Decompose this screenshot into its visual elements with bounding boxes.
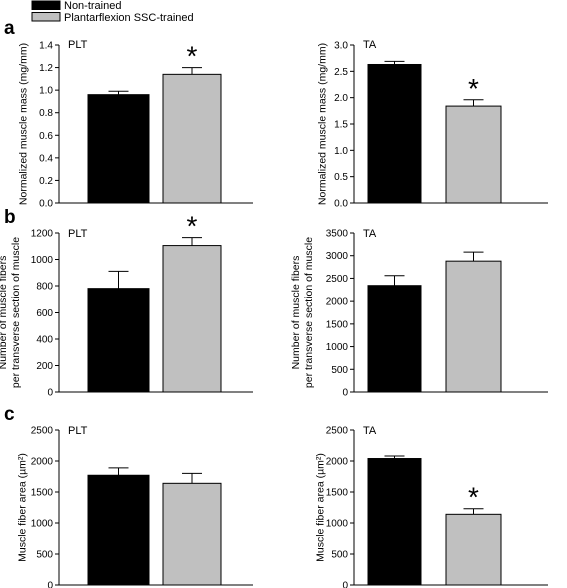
y-tick-label: 0 [342, 581, 348, 588]
chart-panel: 0.0 0.2 0.4 0.6 0.8 1.0 1.2 1.4 * PLT aNormalized … [4, 18, 253, 210]
panel-row-label: c [4, 404, 15, 425]
chart-panel: 0 500 1000 1500 2000 2500 PLT c Muscle fiber are… [4, 404, 253, 588]
y-axis-label: Number of muscle fibersper transverse se… [290, 237, 315, 388]
y-tick-label: 1500 [326, 488, 349, 499]
y-tick-label: 500 [36, 550, 53, 561]
bar-non-trained [87, 94, 150, 204]
y-tick-label: 200 [36, 361, 53, 372]
panel-row-label: a [4, 18, 15, 39]
y-tick-label: 1.4 [39, 41, 53, 52]
bar-trained [162, 73, 222, 204]
bar-non-trained [367, 285, 422, 393]
legend-label-trained: Plantarflexion SSC-trained [64, 12, 194, 24]
bar-trained [445, 513, 502, 586]
significance-asterisk: * [468, 482, 479, 513]
y-tick-label: 0.0 [334, 199, 348, 210]
y-tick-label: 1000 [326, 519, 349, 530]
y-axis-label: Number of muscle fibersper transverse se… [0, 237, 22, 388]
y-tick-label: 0 [342, 388, 348, 399]
panel-title: PLT [68, 425, 88, 437]
bar-non-trained [367, 63, 422, 204]
bar-non-trained [87, 288, 150, 393]
chart-panel: 0.0 0.5 1.0 1.5 2.0 2.5 3.0 * TA Normalized muscl… [317, 39, 548, 210]
y-tick-label: 2500 [326, 426, 349, 437]
panel-title: TA [363, 39, 377, 51]
y-axis-label: Muscle fiber area (µm²) [315, 453, 327, 562]
panels: 0.00.20.40.60.81.01.21.4 *PLTaNormalized … [0, 18, 548, 588]
bar-trained [162, 482, 222, 586]
y-tick-label: 0 [47, 388, 53, 399]
y-tick-label: 2.0 [334, 93, 348, 104]
legend-label-non-trained: Non-trained [64, 0, 121, 12]
y-tick-label: 2500 [31, 426, 54, 437]
y-tick-label: 500 [331, 365, 348, 376]
y-tick-label: 3.0 [334, 41, 348, 52]
y-tick-label: 500 [331, 550, 348, 561]
y-tick-label: 1500 [31, 488, 54, 499]
y-axis-label: Muscle fiber area (µm²) [17, 453, 29, 562]
y-tick-label: 2.5 [334, 67, 348, 78]
y-tick-label: 2000 [326, 297, 349, 308]
panel-title: PLT [68, 228, 88, 240]
y-tick-label: 1.0 [39, 86, 53, 97]
y-tick-label: 0.0 [39, 199, 53, 210]
y-tick-label: 2500 [326, 274, 349, 285]
y-tick-label: 0.6 [39, 131, 53, 142]
y-tick-label: 3500 [326, 229, 349, 240]
y-tick-label: 0.2 [39, 176, 53, 187]
y-tick-label: 0.5 [334, 172, 348, 183]
y-tick-label: 600 [36, 308, 53, 319]
y-tick-label: 0.4 [39, 153, 53, 164]
y-axis-label: Normalized muscle mass (mg/mm) [18, 43, 30, 205]
panel-title: TA [363, 425, 377, 437]
y-tick-label: 0.8 [39, 108, 53, 119]
y-tick-label: 1200 [31, 229, 54, 240]
y-tick-label: 1000 [31, 519, 54, 530]
y-tick-label: 2000 [326, 457, 349, 468]
chart-panel: 0 200 400 600 800 1000 1200 * PLT b Number of musc… [0, 207, 253, 399]
legend: Non-trained Plantarflexion SSC-trained [31, 0, 194, 24]
significance-asterisk: * [187, 211, 198, 242]
y-tick-label: 1.5 [334, 120, 348, 131]
panel-title: PLT [68, 39, 88, 51]
y-tick-label: 1500 [326, 319, 349, 330]
panel-row-label: b [4, 207, 16, 228]
significance-asterisk: * [468, 73, 479, 104]
bar-trained [445, 105, 502, 204]
bar-trained [162, 245, 222, 393]
y-tick-label: 0 [47, 581, 53, 588]
y-tick-label: 1.2 [39, 63, 53, 74]
y-tick-label: 1.0 [334, 146, 348, 157]
panel-title: TA [363, 228, 377, 240]
y-tick-label: 2000 [31, 457, 54, 468]
chart-panel: 0 500 1000 1500 2000 2500 3000 3500 TA Number of … [290, 228, 548, 399]
significance-asterisk: * [187, 41, 198, 72]
chart-panel: 0 500 1000 1500 2000 2500 * TA Muscle fiber area… [315, 425, 548, 588]
bar-non-trained [367, 458, 422, 586]
bar-trained [445, 260, 502, 393]
legend-swatch-non-trained [31, 0, 61, 10]
y-tick-label: 800 [36, 282, 53, 293]
y-tick-label: 1000 [31, 255, 54, 266]
y-tick-label: 3000 [326, 251, 349, 262]
y-tick-label: 400 [36, 335, 53, 346]
y-tick-label: 1000 [326, 342, 349, 353]
y-axis-label: Normalized muscle mass (mg/mm) [317, 43, 329, 205]
legend-swatch-trained [31, 12, 61, 22]
bar-non-trained [87, 474, 150, 586]
